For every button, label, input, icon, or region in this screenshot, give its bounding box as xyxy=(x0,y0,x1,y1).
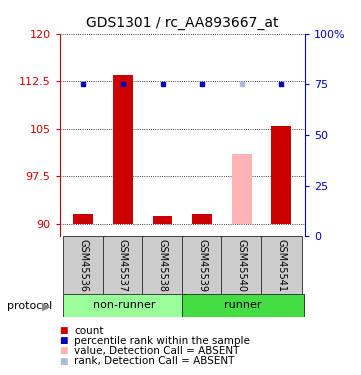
Text: ■: ■ xyxy=(60,326,68,335)
Bar xyxy=(182,294,304,317)
Text: protocol: protocol xyxy=(7,302,52,311)
Bar xyxy=(113,75,133,224)
Text: non-runner: non-runner xyxy=(93,300,156,310)
Text: GSM45538: GSM45538 xyxy=(157,239,168,292)
Text: rank, Detection Call = ABSENT: rank, Detection Call = ABSENT xyxy=(74,356,234,366)
Text: GSM45540: GSM45540 xyxy=(237,239,247,292)
Text: ▶: ▶ xyxy=(42,302,50,311)
Bar xyxy=(192,214,212,223)
Text: ■: ■ xyxy=(60,336,68,345)
Bar xyxy=(221,236,262,294)
Text: GSM45539: GSM45539 xyxy=(197,239,207,292)
Bar xyxy=(103,236,143,294)
Text: GSM45536: GSM45536 xyxy=(78,239,88,292)
Bar xyxy=(271,126,291,224)
Text: GSM45537: GSM45537 xyxy=(118,239,128,292)
Bar xyxy=(182,236,222,294)
Text: runner: runner xyxy=(224,300,262,310)
Text: value, Detection Call = ABSENT: value, Detection Call = ABSENT xyxy=(74,346,239,356)
Text: GSM45541: GSM45541 xyxy=(276,239,286,292)
Bar xyxy=(73,214,93,223)
Bar xyxy=(261,236,301,294)
Text: count: count xyxy=(74,326,104,336)
Text: ■: ■ xyxy=(60,346,68,355)
Bar xyxy=(63,294,186,317)
Text: percentile rank within the sample: percentile rank within the sample xyxy=(74,336,250,346)
Bar xyxy=(153,216,173,223)
Bar xyxy=(142,236,183,294)
Text: ■: ■ xyxy=(60,357,68,366)
Title: GDS1301 / rc_AA893667_at: GDS1301 / rc_AA893667_at xyxy=(86,16,279,30)
Bar xyxy=(63,236,104,294)
Bar xyxy=(232,154,252,224)
